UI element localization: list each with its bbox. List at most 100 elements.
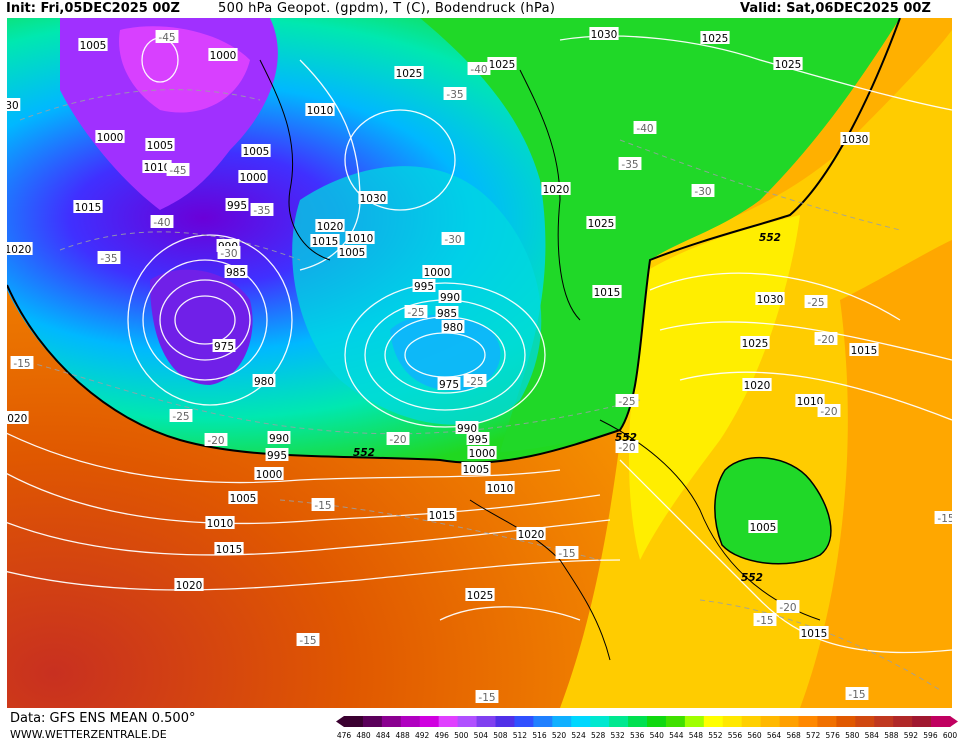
colorbar-swatch — [855, 716, 875, 727]
colorbar-swatch — [874, 716, 894, 727]
colorbar-tick-label: 480 — [356, 731, 371, 740]
pressure-label-box — [516, 527, 546, 540]
pressure-label: 1025 — [588, 218, 615, 230]
temperature-label: -25 — [407, 307, 424, 319]
pressure-label: 1010 — [307, 105, 334, 117]
pressure-label-box — [467, 446, 497, 459]
colorbar-swatch — [533, 716, 553, 727]
colorbar-swatch — [552, 716, 572, 727]
temperature-label-box — [845, 687, 869, 700]
pressure-label-box — [238, 170, 268, 183]
blue-low-center — [390, 315, 501, 391]
temperature-label: -15 — [848, 689, 865, 701]
colorbar-swatch — [703, 716, 724, 727]
pressure-label-box — [95, 130, 125, 143]
pressure-label: 985 — [437, 308, 457, 320]
pressure-label: 1015 — [75, 202, 102, 214]
pressure-label: 1030 — [591, 29, 618, 41]
colorbar-tick-label: 484 — [376, 731, 391, 740]
pressure-label: 1000 — [424, 267, 451, 279]
pressure-label-box — [740, 336, 770, 349]
pressure-label: 1025 — [396, 68, 423, 80]
pressure-label: 1015 — [312, 236, 339, 248]
geopotential-label: 552 — [615, 432, 637, 444]
pressure-label-box — [7, 242, 33, 255]
pressure-label-box — [455, 421, 479, 434]
pressure-label: 1010 — [487, 483, 514, 495]
pressure-label-box — [427, 508, 457, 521]
colorbar-swatch — [344, 716, 364, 727]
pressure-label-box — [305, 103, 335, 116]
colorbar-tick-label: 504 — [474, 731, 489, 740]
violet-low-core — [150, 269, 253, 385]
pressure-label-box — [742, 378, 772, 391]
colorbar-tick-label: 512 — [513, 731, 528, 740]
orange-east — [800, 240, 952, 708]
colorbar-swatch — [798, 716, 818, 727]
colorbar-swatch — [438, 716, 459, 727]
colorbar-tick-label: 488 — [395, 731, 410, 740]
colorbar-tick-label: 500 — [454, 731, 469, 740]
pressure-label: 30 — [7, 100, 19, 112]
pressure-label-box — [358, 191, 388, 204]
temperature-label: -20 — [820, 406, 837, 418]
temperature-label-box — [618, 157, 642, 170]
colorbar-tick-label: 544 — [669, 731, 684, 740]
temperature-label-box — [166, 163, 190, 176]
pressure-label-box — [461, 462, 491, 475]
source-url: WWW.WETTERZENTRALE.DE — [10, 728, 167, 741]
pressure-label-box — [840, 132, 870, 145]
pressure-label: 995 — [414, 281, 434, 293]
temperature-label: -20 — [779, 602, 796, 614]
pressure-label-box — [487, 57, 517, 70]
pressure-label: 1000 — [97, 132, 124, 144]
temperature-label: -15 — [13, 358, 30, 370]
pressure-label: 990 — [269, 433, 289, 445]
colorbar-swatch — [571, 716, 591, 727]
colorbar-tick-label: 536 — [630, 731, 645, 740]
geopotential-label: 552 — [741, 572, 763, 584]
pressure-label-box — [412, 279, 436, 292]
pressure-label: 1025 — [775, 59, 802, 71]
pressure-label: 1020 — [518, 529, 545, 541]
pressure-label-box — [345, 231, 375, 244]
colorbar-tick-label: 588 — [884, 731, 899, 740]
pressure-label: 1015 — [801, 628, 828, 640]
pressure-label: 1020 — [317, 221, 344, 233]
colorbar-swatch — [931, 716, 951, 727]
pressure-label: 1005 — [147, 140, 174, 152]
temperature-label: -15 — [299, 635, 316, 647]
pressure-label: 1015 — [594, 287, 621, 299]
temperature-label: -15 — [478, 692, 495, 704]
temperature-label-box — [204, 433, 228, 446]
pressure-label-box — [592, 285, 622, 298]
temperature-label: -20 — [389, 434, 406, 446]
pressure-label: 1000 — [256, 469, 283, 481]
temperature-label-box — [155, 30, 179, 43]
temperature-label: -30 — [444, 234, 461, 246]
colorbar-swatch — [419, 716, 440, 727]
temperature-label: -30 — [220, 248, 237, 260]
map-title: 500 hPa Geopot. (gpdm), T (C), Bodendruc… — [218, 1, 556, 16]
temperature-label-box — [804, 295, 828, 308]
pressure-label: 1025 — [702, 33, 729, 45]
pressure-label: 1015 — [429, 510, 456, 522]
temperature-label-box — [753, 613, 777, 626]
colorbar-tick-label: 576 — [826, 731, 841, 740]
pressure-label-box — [208, 48, 238, 61]
colorbar-tick-label: 496 — [435, 731, 450, 740]
colorbar-swatch — [665, 716, 686, 727]
colorbar-left-arrow — [336, 716, 344, 727]
colorbar-swatch — [741, 716, 762, 727]
colorbar-tick-label: 492 — [415, 731, 430, 740]
colorbar-tick-label: 532 — [611, 731, 626, 740]
greece-cutoff — [714, 457, 832, 565]
pressure-label-box — [394, 66, 424, 79]
pressure-label: 1030 — [842, 134, 869, 146]
colorbar-swatch — [514, 716, 534, 727]
temperature-label-box — [463, 374, 487, 387]
colorbar-swatch — [836, 716, 856, 727]
pressure-label-box — [700, 31, 730, 44]
pressure-label-box — [435, 306, 459, 319]
temperature-label-box — [776, 600, 800, 613]
